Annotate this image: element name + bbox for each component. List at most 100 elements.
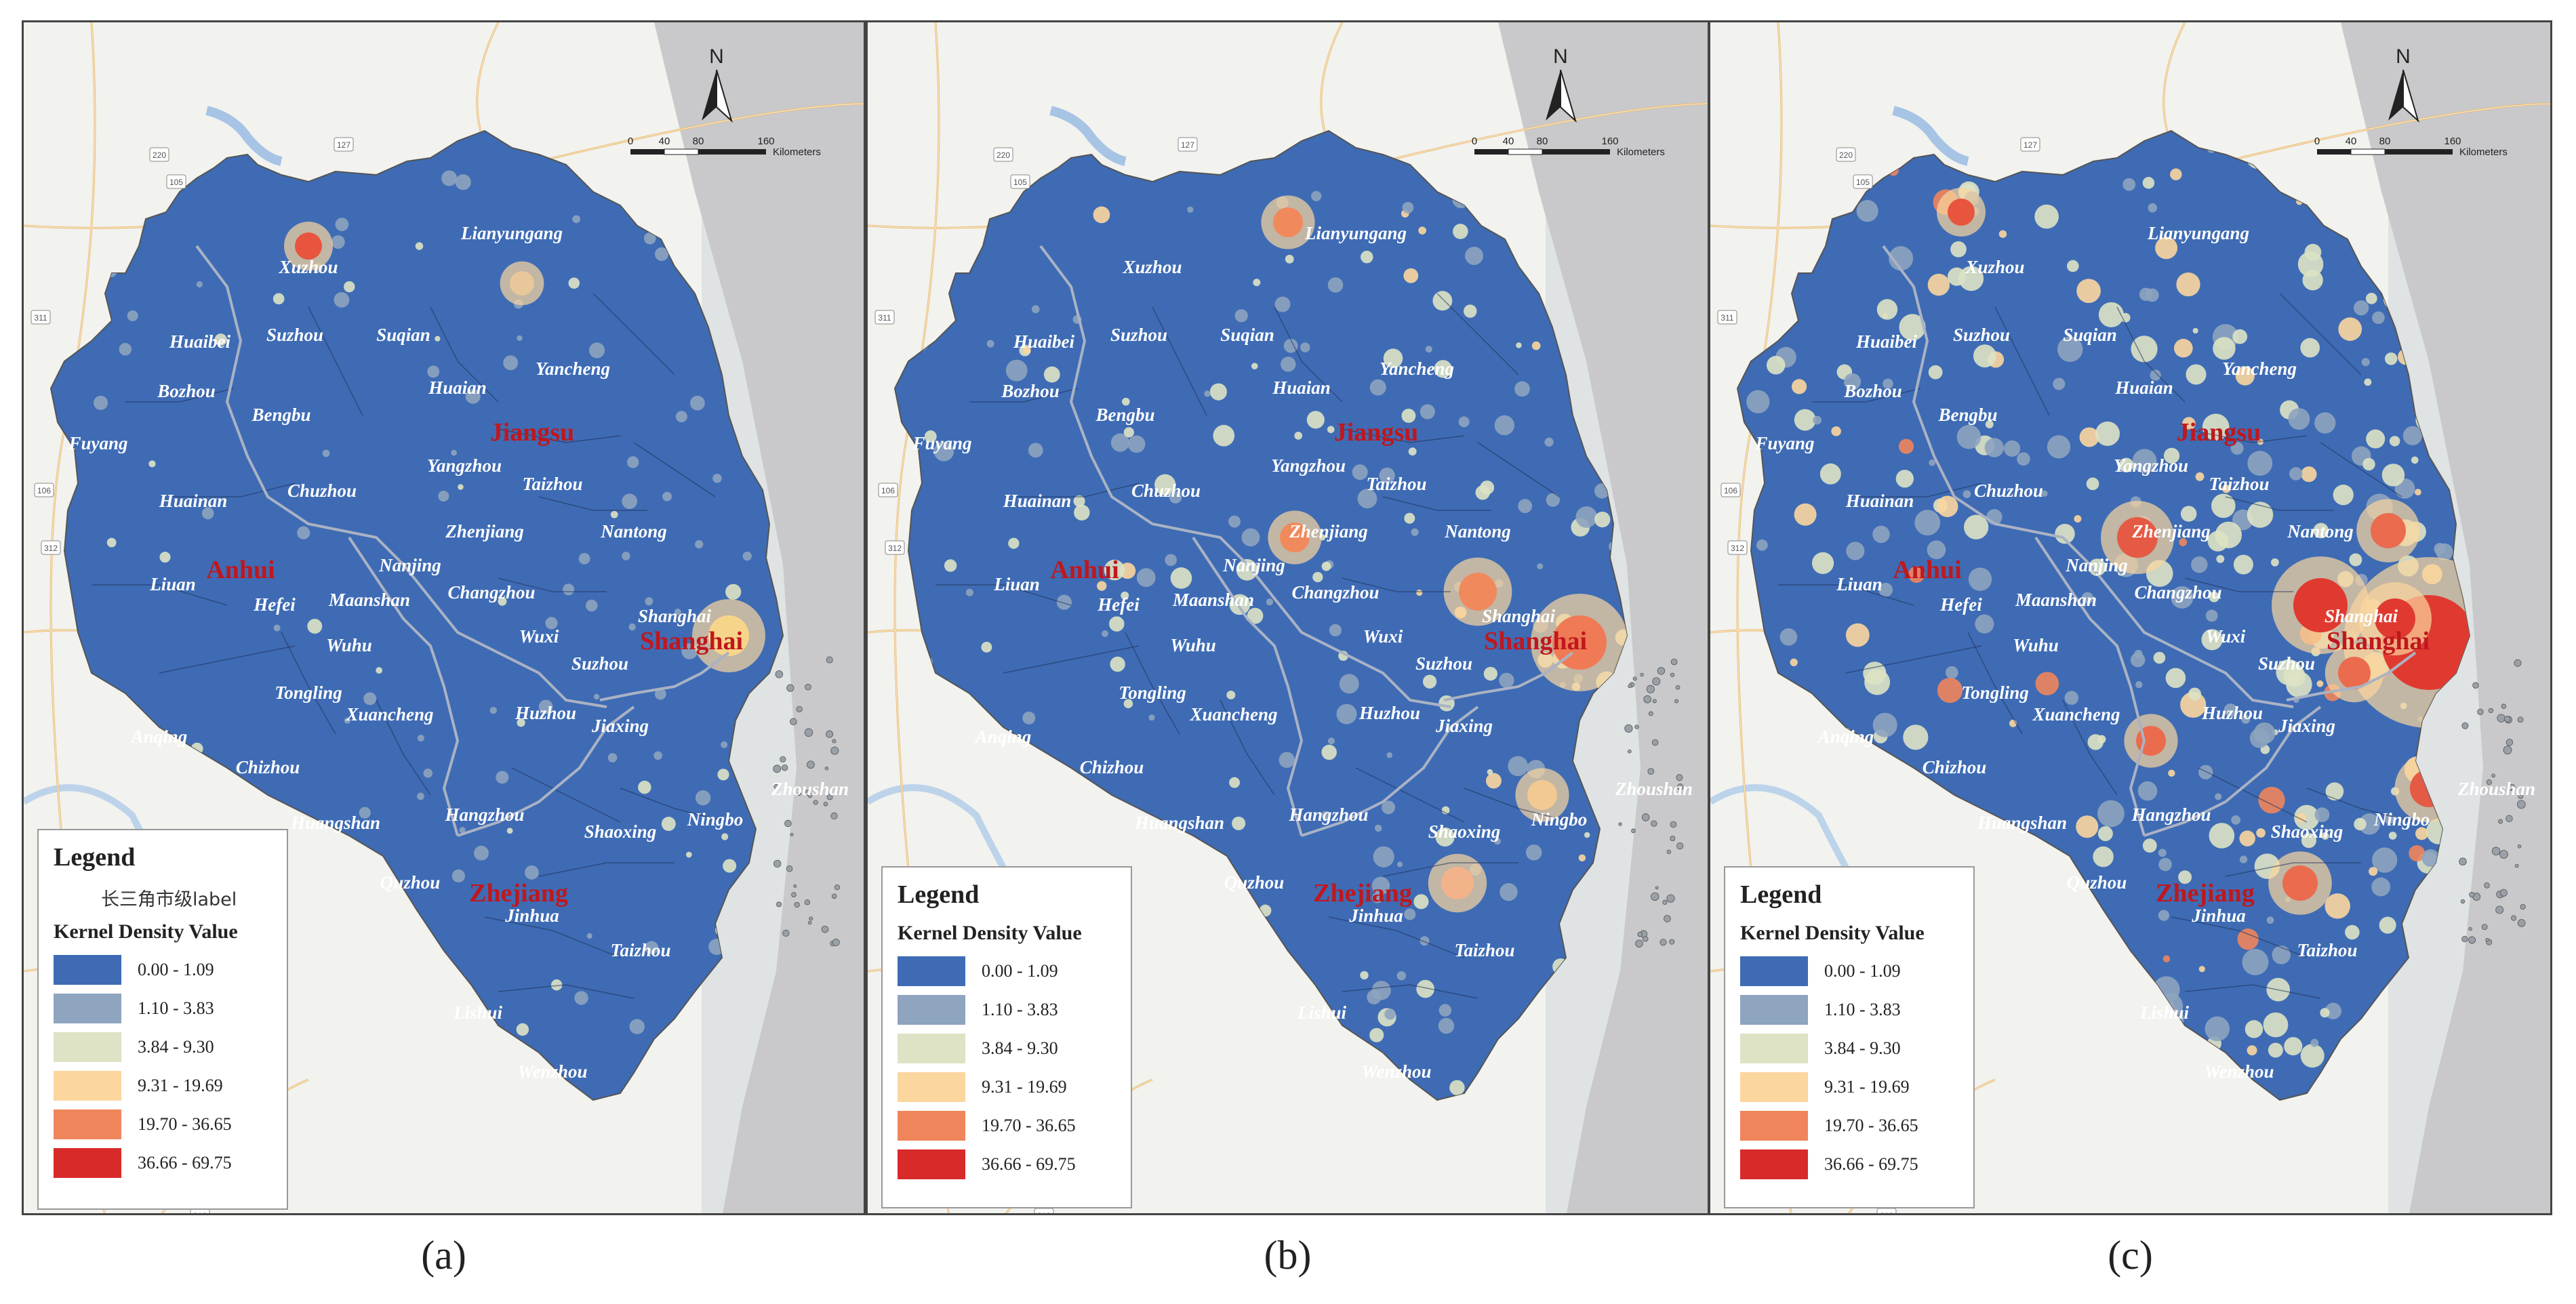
island [1637,931,1643,937]
city-label: Bengbu [1937,405,1997,425]
city-label: Tongling [1119,682,1186,703]
north-label: N [709,45,724,68]
legend-swatch [1740,1149,1808,1179]
city-label: Wuxi [1363,626,1403,647]
city-boundary [1220,699,1275,796]
city-boundary [430,306,499,403]
island [830,812,838,820]
island [1618,822,1622,826]
island [1669,939,1675,945]
island [2461,935,2468,943]
island [2499,850,2508,859]
city-boundary [592,293,675,375]
city-label: Jinhua [504,905,559,926]
legend-swatch [1740,1072,1808,1102]
city-label: Liuan [993,574,1040,594]
city-label: Lianyungang [460,223,563,243]
island [1657,667,1666,675]
city-label: Wuxi [2206,626,2246,647]
sea-area [1498,22,1708,1213]
road-number: 312 [888,544,902,553]
island [824,766,829,771]
province-boundary [2034,536,2146,836]
legend: Legend 长三角市级label Kernel Density Value 0.00… [37,829,288,1210]
legend-row: 36.66 - 69.75 [898,1145,1116,1183]
city-label: Suzhou [1415,653,1472,674]
city-label: Huaibei [1013,331,1075,352]
island [2501,704,2507,709]
city-boundary [1477,442,1560,497]
island [1632,676,1637,681]
lake [205,106,283,166]
road-shield [1876,1208,1897,1213]
island [834,884,841,891]
legend-class-label: 19.70 - 36.65 [982,1115,1076,1135]
road-highlight [477,22,499,145]
island [821,925,829,933]
road-number: 106 [1724,486,1737,495]
road-shield [1010,174,1030,189]
island [797,792,801,796]
province-label: Shanghai [640,627,743,655]
province-boundary [348,536,460,836]
island [1628,749,1632,754]
scale-unit: Kilometers [2459,146,2508,158]
island [1634,725,1639,729]
city-boundary [308,306,363,416]
city-label: Quzhou [1224,872,1285,893]
island [804,728,813,737]
island [2511,915,2517,921]
scale-tick-label: 160 [1601,136,1618,147]
city-boundary [159,645,296,674]
island [2520,903,2526,910]
island [807,793,813,798]
island [2468,926,2472,931]
legend-swatch [898,1149,965,1179]
city-label: Huaian [1272,378,1331,398]
city-boundary [1342,577,1451,592]
island [804,899,810,905]
scale-tick-label: 80 [2379,136,2391,147]
city-label: Yangzhou [1271,455,1346,476]
island [1635,939,1643,948]
city-boundary [2184,428,2308,443]
island [807,920,812,925]
province-label: Zhejiang [469,879,568,908]
city-label: Wuhu [1170,635,1216,655]
city-label: Jiaxing [1435,716,1493,736]
city-label: Hangzhou [1288,804,1368,825]
city-label: Anqing [974,727,1032,747]
legend-row: 0.00 - 1.09 [898,952,1116,990]
city-label: Shanghai [638,606,712,626]
legend-class-label: 9.31 - 19.69 [138,1075,223,1095]
city-label: Huzhou [515,703,576,723]
island [1670,672,1675,677]
legend-class-label: 36.66 - 69.75 [1824,1154,1918,1174]
city-label: Hefei [253,594,296,615]
island [2498,819,2503,824]
road-shield [993,147,1013,162]
city-label: Huaibei [169,331,231,352]
city-boundary [1152,306,1207,416]
island [782,929,790,937]
city-label: Suzhou [1953,325,2010,345]
city-boundary [2306,788,2416,823]
city-label: Nanjing [2065,555,2128,575]
island [1666,849,1672,855]
island [832,938,840,946]
city-boundary [511,767,621,823]
island [2469,891,2475,898]
city-boundary [281,632,336,735]
island [1647,768,1655,775]
city-label: Jiaxing [591,716,649,736]
road-shield [874,310,895,325]
north-arrow: N [702,45,733,123]
road-shield [885,540,905,555]
city-label: Jiaxing [2278,716,2335,736]
island [790,718,797,726]
road-number: 105 [169,178,183,187]
legend-swatch [54,1032,121,1062]
city-label: Xuancheng [2032,704,2120,725]
island [2514,659,2522,667]
